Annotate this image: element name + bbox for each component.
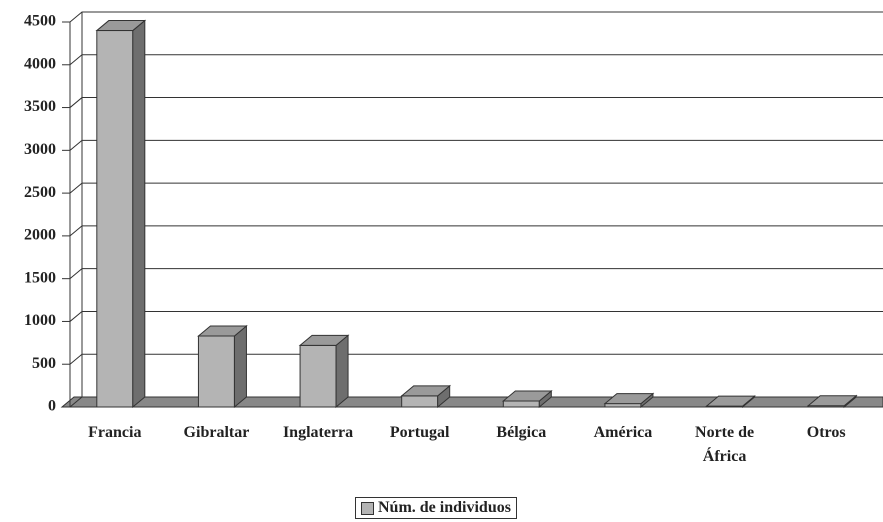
x-tick-label: Bélgica xyxy=(496,424,547,441)
bar-top xyxy=(705,395,756,407)
grid-line xyxy=(69,97,883,108)
grid-line xyxy=(69,182,883,194)
bar-front xyxy=(401,395,439,408)
grid-line xyxy=(69,353,883,365)
x-tick-label: Portugal xyxy=(389,424,450,441)
y-tick-label: 2000 xyxy=(24,227,56,244)
y-tick-label: 4000 xyxy=(24,55,56,72)
bar-top xyxy=(298,334,350,346)
grid-line xyxy=(69,268,883,280)
bar-side xyxy=(335,334,349,409)
x-tick-label: Francia xyxy=(88,424,142,441)
y-tick-label: 0 xyxy=(48,398,56,415)
bar-side xyxy=(132,19,146,409)
legend-label: Núm. de individuos xyxy=(378,499,511,516)
bar-side xyxy=(233,324,247,409)
x-tick-label: Gibraltar xyxy=(183,424,250,441)
grid-line xyxy=(69,139,883,151)
bar-top xyxy=(501,390,553,402)
y-tick-label: 2500 xyxy=(24,184,56,201)
x-tick-label: América xyxy=(593,424,653,441)
bar-front xyxy=(96,30,134,408)
grid-line xyxy=(69,225,883,237)
grid-line xyxy=(69,310,883,322)
legend: Núm. de individuos xyxy=(355,497,517,519)
bar-top xyxy=(95,20,147,32)
bar-top xyxy=(400,385,452,397)
grid-line xyxy=(69,11,883,23)
x-tick-label: Inglaterra xyxy=(282,424,354,441)
bar-front xyxy=(604,403,642,408)
bar-top xyxy=(603,393,655,405)
x-tick-label: Otros xyxy=(806,424,846,441)
y-tick-label: 4500 xyxy=(24,13,56,30)
y-tick-label: 1000 xyxy=(24,312,56,329)
grid-line xyxy=(69,54,883,66)
bar-top xyxy=(806,395,858,407)
y-tick-label: 3500 xyxy=(24,98,56,115)
y-tick-label: 1500 xyxy=(24,269,56,286)
floor xyxy=(60,396,883,408)
bar-top xyxy=(197,325,248,337)
bar-front xyxy=(299,344,337,408)
y-tick-label: 500 xyxy=(32,355,56,372)
bar-front xyxy=(502,400,540,408)
bar-front xyxy=(197,335,235,408)
x-tick-label: Norte de África xyxy=(695,424,755,465)
y-tick-label: 3000 xyxy=(24,141,56,158)
legend-swatch xyxy=(361,501,374,515)
